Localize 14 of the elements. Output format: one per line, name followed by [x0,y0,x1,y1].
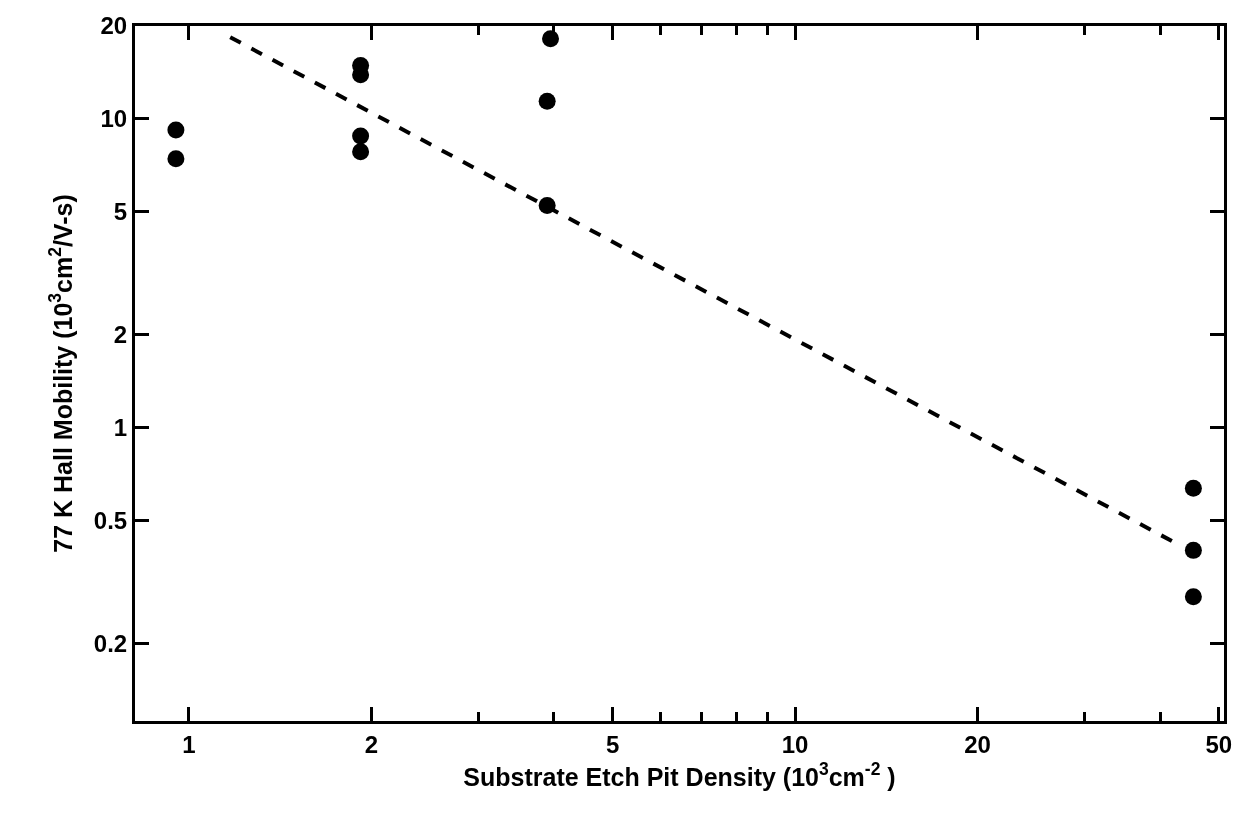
x-tick-label: 50 [1205,730,1233,758]
y-tick-label: 10 [100,105,128,133]
y-tick-label: 1 [113,413,128,441]
y-tick-label: 0.2 [93,629,128,657]
x-tick-label: 2 [364,730,379,758]
x-tick-label: 20 [964,730,991,758]
y-tick-label: 5 [113,198,128,226]
x-axis-title: Substrate Etch Pit Density (10$^{3}$cm$^{-2}$ ) [463,759,896,791]
x-tick-label: 10 [781,730,809,758]
y-tick-label: 0.5 [93,506,128,534]
y-tick-label: 2 [113,321,128,349]
x-tick-label: 1 [182,730,196,758]
x-tick-label: 5 [605,730,620,758]
y-tick-label: 20 [100,12,128,40]
